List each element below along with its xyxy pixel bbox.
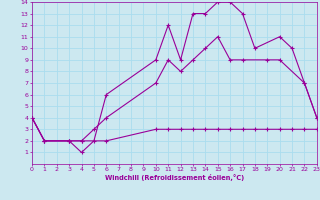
X-axis label: Windchill (Refroidissement éolien,°C): Windchill (Refroidissement éolien,°C) [105, 174, 244, 181]
